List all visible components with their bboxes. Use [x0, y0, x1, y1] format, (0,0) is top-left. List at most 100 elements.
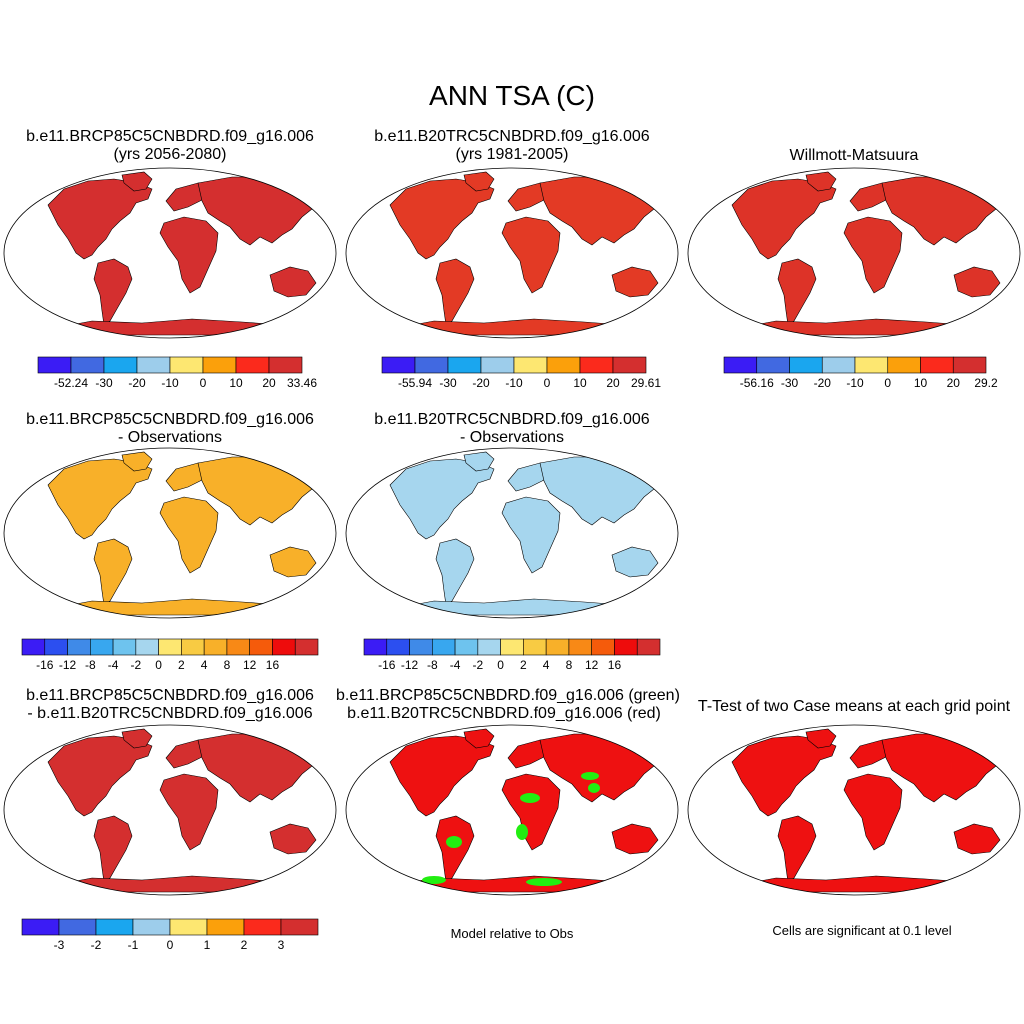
colorbar-label: -30: [781, 376, 799, 390]
panel-title-rcp85-minus-obs: b.e11.BRCP85C5CNBDRD.f09_g16.006 - Obser…: [10, 411, 330, 447]
colorbar-swatch: [523, 638, 547, 656]
colorbar-swatch: [432, 638, 456, 656]
continent-north-america: [47, 735, 153, 817]
continent-australia: [269, 546, 317, 578]
colorbar-swatch: [480, 356, 515, 374]
colorbar-label: -10: [846, 376, 864, 390]
colorbar-label: -10: [161, 376, 179, 390]
continent-australia: [953, 266, 1001, 298]
panel-title-line1: b.e11.B20TRC5CNBDRD.f09_g16.006: [374, 128, 650, 145]
map-rcp85-minus-obs: [3, 447, 337, 619]
colorbar-swatch: [723, 356, 758, 374]
panel-title-observations: Willmott-Matsuura: [694, 147, 1014, 165]
colorbar-label: 2: [241, 938, 248, 952]
continent-greenland: [463, 728, 495, 749]
panel-title-line1: Willmott-Matsuura: [789, 147, 919, 164]
colorbar-label: 8: [566, 658, 573, 672]
colorbar-swatch: [363, 638, 388, 656]
continent-south-america: [777, 258, 817, 326]
colorbar-label: 16: [266, 658, 280, 672]
map-border: [345, 167, 679, 339]
continent-australia: [953, 823, 1001, 855]
colorbar-swatch: [789, 356, 823, 374]
colorbar-label: 3: [278, 938, 285, 952]
continent-antarctica: [391, 598, 637, 616]
colorbar-label: 12: [585, 658, 599, 672]
colorbar-swatch: [500, 638, 524, 656]
continent-greenland: [805, 728, 837, 749]
colorbar-label: -55.94: [398, 376, 432, 390]
colorbar-swatch: [243, 918, 282, 936]
colorbar-rcp85: -52.24 -30 -20 -10 0 10 20 33.46: [37, 356, 317, 390]
colorbar-label: -4: [108, 658, 119, 672]
colorbar-swatch: [249, 638, 273, 656]
continent-south-america: [777, 815, 817, 883]
colorbar-swatch: [90, 638, 114, 656]
colorbar-swatch: [386, 638, 410, 656]
panel-title-case-difference: b.e11.BRCP85C5CNBDRD.f09_g16.006 - b.e11…: [10, 687, 330, 723]
colorbar-swatch: [58, 918, 97, 936]
map-case-difference: [3, 724, 337, 896]
colorbar-label: 20: [947, 376, 961, 390]
colorbar-label: -30: [439, 376, 457, 390]
colorbar-label: -4: [450, 658, 461, 672]
colorbar-swatch: [477, 638, 501, 656]
significance-patch: [581, 772, 599, 780]
colorbar-swatch: [821, 356, 856, 374]
colorbar-label: 16: [608, 658, 622, 672]
continent-australia: [269, 266, 317, 298]
colorbar-label: -1: [128, 938, 139, 952]
significance-patch: [588, 783, 600, 793]
colorbar-swatch: [226, 638, 250, 656]
colorbar-label: -10: [505, 376, 523, 390]
continent-africa: [159, 773, 219, 851]
continent-antarctica: [391, 875, 637, 893]
colorbar-label: 0: [497, 658, 504, 672]
colorbar-swatch: [169, 356, 204, 374]
significance-patch: [446, 836, 462, 848]
colorbar-swatch: [854, 356, 889, 374]
continent-south-america: [435, 538, 475, 606]
colorbar-swatch: [579, 356, 614, 374]
continent-antarctica: [49, 318, 295, 336]
panel-title-rcp85: b.e11.BRCP85C5CNBDRD.f09_g16.006 (yrs 20…: [10, 128, 330, 164]
colorbar-label: 2: [520, 658, 527, 672]
continent-south-america: [435, 815, 475, 883]
colorbar-swatch: [206, 918, 245, 936]
panel-title-line2: - Observations: [459, 429, 565, 446]
map-historical: [345, 167, 679, 339]
colorbar-label: 4: [201, 658, 208, 672]
map-ttest: [687, 724, 1021, 896]
panel-title-line1: b.e11.BRCP85C5CNBDRD.f09_g16.006: [26, 411, 314, 428]
map-border: [3, 167, 337, 339]
map-border: [3, 724, 337, 896]
colorbar-observations: -56.16 -30 -20 -10 0 10 20 29.2: [723, 356, 998, 390]
continent-africa: [159, 216, 219, 294]
model-relative-note: Model relative to Obs: [450, 926, 574, 941]
panel-title-line1: T-Test of two Case means at each grid po…: [697, 698, 1011, 715]
colorbar-label: 0: [155, 658, 162, 672]
continent-africa: [159, 496, 219, 574]
colorbar-historical-minus-obs: -16 -12 -8 -4 -2 0 2 4 8 12 16: [363, 638, 661, 672]
colorbar-swatch: [103, 356, 138, 374]
colorbar-label: 29.61: [631, 376, 661, 390]
colorbar-swatch: [513, 356, 548, 374]
continent-africa: [501, 216, 561, 294]
panel-title-line1: b.e11.B20TRC5CNBDRD.f09_g16.006: [374, 411, 650, 428]
colorbar-swatch: [202, 356, 237, 374]
colorbar-label: 10: [229, 376, 243, 390]
continent-north-america: [389, 735, 495, 817]
colorbar-swatch: [235, 356, 270, 374]
continent-north-america: [731, 735, 837, 817]
continent-south-america: [93, 815, 133, 883]
colorbar-historical: -55.94 -30 -20 -10 0 10 20 29.61: [381, 356, 661, 390]
colorbar-swatch: [181, 638, 205, 656]
colorbar-swatch: [37, 356, 72, 374]
colorbar-swatch: [158, 638, 182, 656]
colorbar-swatch: [112, 638, 137, 656]
significance-patch: [520, 793, 540, 803]
colorbar-label: 0: [200, 376, 207, 390]
colorbar-label: 12: [243, 658, 257, 672]
colorbar-swatch: [21, 918, 60, 936]
continent-australia: [611, 823, 659, 855]
